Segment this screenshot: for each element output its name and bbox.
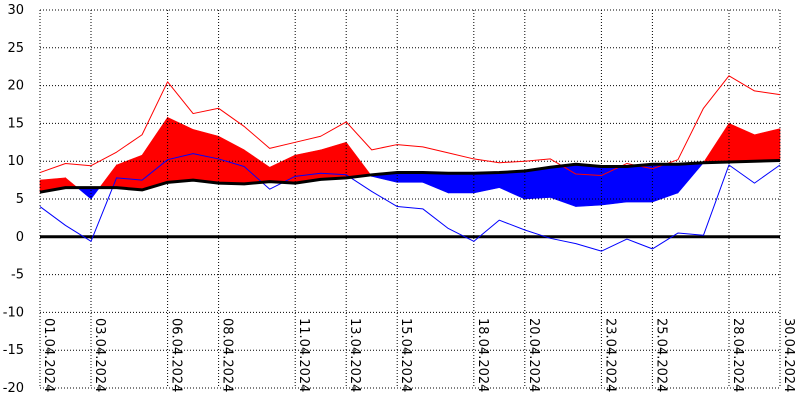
- x-axis-labels: 01.04.2024 03.04.2024 06.04.2024 08.04.2024…: [41, 318, 796, 392]
- y-tick-label: 25: [7, 41, 24, 56]
- anomaly-fill-segment: [499, 170, 526, 200]
- y-tick-label: 0: [16, 230, 24, 245]
- anomaly-fill-segment: [754, 128, 781, 162]
- x-tick-label: 25.04.2024: [653, 318, 668, 392]
- x-tick-label: 23.04.2024: [602, 318, 617, 392]
- y-tick-label: -5: [11, 268, 24, 283]
- anomaly-fill-segment: [167, 116, 194, 183]
- y-tick-label: 5: [16, 192, 24, 207]
- y-tick-label: 20: [7, 79, 24, 94]
- anomaly-fill-segment: [524, 166, 551, 200]
- x-tick-label: 08.04.2024: [220, 318, 235, 392]
- y-tick-label: 30: [7, 3, 24, 18]
- anomaly-fill-segment: [269, 154, 296, 184]
- y-tick-label: 15: [7, 116, 24, 131]
- anomaly-fill-segment: [422, 172, 449, 194]
- anomaly-fill-segment: [294, 149, 321, 184]
- y-axis-labels: 30 25 20 15 10 5 0 -5 -10 -15 -20: [3, 3, 24, 396]
- anomaly-fill-segment: [90, 187, 101, 200]
- y-tick-label: -10: [3, 305, 24, 320]
- anomaly-fill-segment: [601, 166, 628, 206]
- anomaly-fill-segment: [141, 116, 168, 191]
- y-tick-label: -20: [3, 381, 24, 396]
- x-tick-label: 18.04.2024: [475, 318, 490, 392]
- x-tick-label: 06.04.2024: [169, 318, 184, 392]
- plot-lines: [39, 75, 781, 252]
- anomaly-fill-segment: [728, 122, 755, 163]
- x-tick-label: 13.04.2024: [347, 318, 362, 392]
- anomaly-fill-segment: [76, 187, 92, 200]
- x-tick-label: 20.04.2024: [526, 318, 541, 392]
- anomaly-fill-segment: [473, 172, 500, 194]
- series-min-line: [39, 153, 781, 252]
- anomaly-fill-segment: [652, 163, 679, 203]
- y-tick-label: -15: [3, 343, 24, 358]
- anomaly-fill-segment: [447, 173, 475, 194]
- anomaly-fill-segment: [550, 163, 577, 207]
- anomaly-fill-segment: [626, 163, 653, 203]
- anomaly-fill-segment: [345, 141, 372, 179]
- y-tick-label: 10: [7, 154, 24, 169]
- x-tick-label: 28.04.2024: [730, 318, 745, 392]
- x-tick-label: 15.04.2024: [398, 318, 413, 392]
- anomaly-fill-segment: [575, 163, 602, 207]
- x-tick-label: 11.04.2024: [296, 318, 311, 392]
- x-tick-label: 01.04.2024: [41, 318, 56, 392]
- anomaly-fill-segment: [677, 162, 705, 194]
- series-max-line: [39, 75, 781, 177]
- anomaly-fill-segment: [702, 122, 730, 164]
- x-tick-label: 30.04.2024: [781, 318, 796, 392]
- x-tick-label: 03.04.2024: [92, 318, 107, 392]
- anomaly-fill-segment: [243, 149, 270, 185]
- series-reference-line: [39, 158, 781, 194]
- plot-fills: [39, 116, 781, 207]
- anomaly-fill-segment: [116, 154, 143, 191]
